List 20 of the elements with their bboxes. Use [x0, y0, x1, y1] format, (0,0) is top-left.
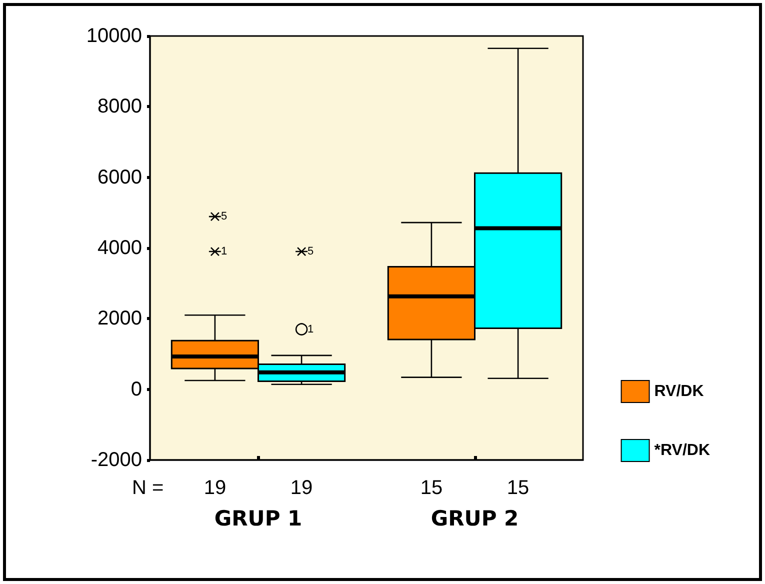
text: N = [132, 477, 164, 499]
annotation: 5 [220, 210, 228, 223]
x-tick-label: GRUP 1 [214, 506, 302, 530]
annotation: 1 [220, 246, 228, 258]
y-tick-label: 0 [130, 378, 142, 400]
y-tick-label: -2000 [90, 449, 142, 471]
y-tick-label: 2000 [98, 308, 142, 330]
y-tick-label: 8000 [98, 96, 142, 118]
annotation: 5 [308, 246, 314, 258]
annotation: 1 [308, 323, 314, 336]
y-tick-label: 10000 [86, 25, 142, 47]
legend-label: *RV/DK [654, 442, 710, 459]
text: 15 [506, 477, 530, 499]
y-tick-label: 4000 [98, 237, 142, 259]
text: 19 [290, 477, 313, 499]
text: 19 [204, 477, 226, 499]
x-tick-label: GRUP 2 [430, 506, 519, 530]
legend-label: RV/DK [654, 383, 704, 400]
text: 15 [420, 477, 443, 499]
y-tick-label: 6000 [98, 166, 142, 188]
